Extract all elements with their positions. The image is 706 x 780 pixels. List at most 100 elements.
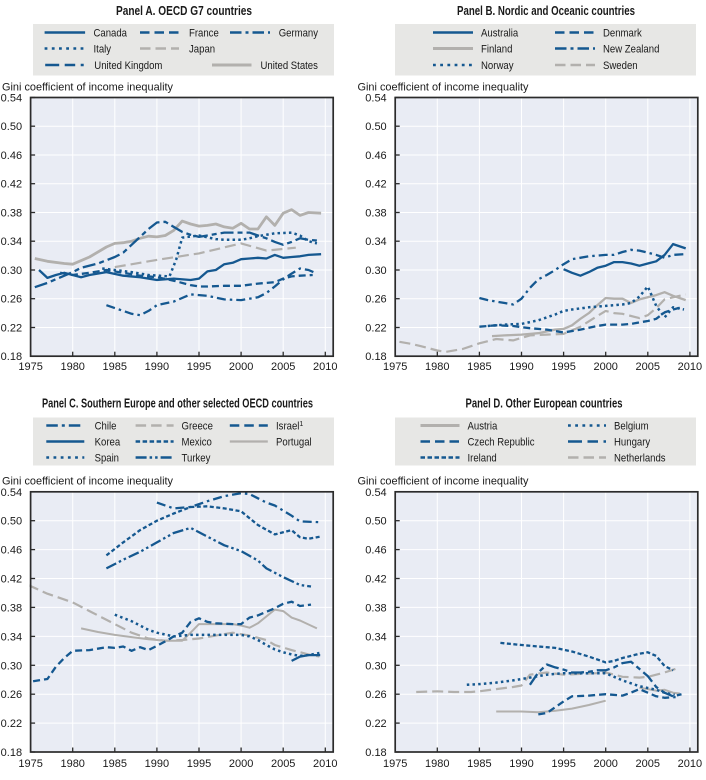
svg-text:United States: United States bbox=[261, 60, 319, 72]
svg-text:Germany: Germany bbox=[279, 27, 319, 39]
svg-text:Japan: Japan bbox=[189, 43, 215, 55]
svg-text:0.26: 0.26 bbox=[365, 689, 386, 701]
svg-text:0.42: 0.42 bbox=[365, 574, 386, 586]
svg-text:1990: 1990 bbox=[145, 361, 169, 373]
svg-text:1980: 1980 bbox=[425, 758, 449, 770]
svg-text:Gini coefficient of income ine: Gini coefficient of income inequality bbox=[2, 81, 173, 93]
svg-text:Czech Republic: Czech Republic bbox=[468, 436, 535, 448]
svg-text:1985: 1985 bbox=[467, 758, 491, 770]
svg-text:0.34: 0.34 bbox=[365, 236, 386, 248]
svg-text:0.54: 0.54 bbox=[365, 487, 386, 499]
svg-text:France: France bbox=[189, 27, 219, 39]
svg-text:0.22: 0.22 bbox=[1, 718, 22, 730]
svg-text:1975: 1975 bbox=[18, 361, 42, 373]
svg-text:Netherlands: Netherlands bbox=[614, 452, 666, 464]
svg-text:1990: 1990 bbox=[145, 758, 169, 770]
svg-text:0.46: 0.46 bbox=[365, 150, 386, 162]
svg-text:Greece: Greece bbox=[182, 420, 213, 432]
svg-text:0.42: 0.42 bbox=[1, 179, 22, 191]
svg-text:1985: 1985 bbox=[103, 361, 127, 373]
svg-text:2000: 2000 bbox=[593, 758, 617, 770]
svg-text:2005: 2005 bbox=[271, 361, 295, 373]
svg-text:2000: 2000 bbox=[229, 361, 253, 373]
svg-text:0.34: 0.34 bbox=[1, 236, 22, 248]
svg-text:1975: 1975 bbox=[383, 361, 407, 373]
svg-text:0.22: 0.22 bbox=[365, 718, 386, 730]
svg-text:1995: 1995 bbox=[551, 758, 575, 770]
svg-text:Panel D. Other European countr: Panel D. Other European countries bbox=[466, 396, 623, 410]
svg-text:0.54: 0.54 bbox=[1, 93, 22, 105]
svg-text:0.46: 0.46 bbox=[1, 150, 22, 162]
svg-text:0.38: 0.38 bbox=[1, 602, 22, 614]
svg-text:1995: 1995 bbox=[187, 758, 211, 770]
svg-text:2005: 2005 bbox=[636, 758, 660, 770]
svg-text:2010: 2010 bbox=[678, 758, 702, 770]
svg-text:1985: 1985 bbox=[103, 758, 127, 770]
svg-text:Mexico: Mexico bbox=[182, 436, 212, 448]
svg-text:0.50: 0.50 bbox=[1, 121, 22, 133]
svg-text:0.18: 0.18 bbox=[365, 351, 386, 363]
svg-text:2010: 2010 bbox=[313, 361, 337, 373]
svg-text:1980: 1980 bbox=[60, 758, 84, 770]
svg-text:0.22: 0.22 bbox=[365, 323, 386, 335]
svg-text:0.54: 0.54 bbox=[365, 93, 386, 105]
svg-text:Belgium: Belgium bbox=[614, 420, 649, 432]
svg-text:Panel A. OECD G7 countries: Panel A. OECD G7 countries bbox=[116, 4, 252, 18]
svg-text:2005: 2005 bbox=[271, 758, 295, 770]
svg-text:Gini coefficient of income ine: Gini coefficient of income inequality bbox=[358, 81, 529, 93]
svg-text:Hungary: Hungary bbox=[614, 436, 651, 448]
svg-text:Korea: Korea bbox=[95, 436, 121, 448]
svg-text:2010: 2010 bbox=[678, 361, 702, 373]
svg-text:0.42: 0.42 bbox=[365, 179, 386, 191]
svg-text:Denmark: Denmark bbox=[603, 27, 642, 39]
svg-text:1990: 1990 bbox=[509, 758, 533, 770]
svg-text:New Zealand: New Zealand bbox=[603, 43, 659, 55]
svg-text:Austria: Austria bbox=[468, 420, 499, 432]
svg-text:2005: 2005 bbox=[636, 361, 660, 373]
svg-text:Finland: Finland bbox=[481, 43, 512, 55]
svg-text:0.26: 0.26 bbox=[1, 689, 22, 701]
svg-text:0.18: 0.18 bbox=[365, 747, 386, 759]
svg-text:2000: 2000 bbox=[229, 758, 253, 770]
svg-text:0.22: 0.22 bbox=[1, 323, 22, 335]
svg-text:1975: 1975 bbox=[383, 758, 407, 770]
svg-text:0.50: 0.50 bbox=[365, 516, 386, 528]
svg-text:2010: 2010 bbox=[313, 758, 337, 770]
svg-text:1985: 1985 bbox=[467, 361, 491, 373]
svg-text:0.18: 0.18 bbox=[1, 351, 22, 363]
svg-text:0.38: 0.38 bbox=[365, 602, 386, 614]
svg-text:1990: 1990 bbox=[509, 361, 533, 373]
svg-text:Israel1: Israel1 bbox=[276, 420, 303, 432]
svg-text:1975: 1975 bbox=[18, 758, 42, 770]
svg-text:0.30: 0.30 bbox=[365, 265, 386, 277]
svg-text:Sweden: Sweden bbox=[603, 60, 638, 72]
svg-text:0.42: 0.42 bbox=[1, 574, 22, 586]
svg-text:0.30: 0.30 bbox=[1, 265, 22, 277]
svg-text:0.34: 0.34 bbox=[1, 631, 22, 643]
svg-text:Gini coefficient of income ine: Gini coefficient of income inequality bbox=[358, 476, 529, 488]
svg-text:0.26: 0.26 bbox=[1, 294, 22, 306]
svg-text:1980: 1980 bbox=[60, 361, 84, 373]
svg-text:1980: 1980 bbox=[425, 361, 449, 373]
svg-text:Ireland: Ireland bbox=[468, 452, 497, 464]
svg-text:1995: 1995 bbox=[187, 361, 211, 373]
svg-text:0.30: 0.30 bbox=[365, 660, 386, 672]
svg-text:0.34: 0.34 bbox=[365, 631, 386, 643]
svg-text:Norway: Norway bbox=[481, 60, 514, 72]
svg-text:0.26: 0.26 bbox=[365, 294, 386, 306]
svg-text:0.46: 0.46 bbox=[1, 545, 22, 557]
svg-text:Panel C. Southern Europe and o: Panel C. Southern Europe and other selec… bbox=[42, 396, 313, 410]
svg-text:United Kingdom: United Kingdom bbox=[94, 60, 162, 72]
svg-text:Gini coefficient of income ine: Gini coefficient of income inequality bbox=[2, 476, 173, 488]
svg-text:0.46: 0.46 bbox=[365, 545, 386, 557]
svg-text:0.54: 0.54 bbox=[1, 487, 22, 499]
svg-text:Italy: Italy bbox=[94, 43, 112, 55]
svg-text:Turkey: Turkey bbox=[182, 452, 211, 464]
svg-text:Chile: Chile bbox=[95, 420, 117, 432]
svg-text:2000: 2000 bbox=[593, 361, 617, 373]
svg-text:Panel B. Nordic and Oceanic co: Panel B. Nordic and Oceanic countries bbox=[457, 4, 635, 18]
svg-text:0.50: 0.50 bbox=[1, 516, 22, 528]
svg-text:Canada: Canada bbox=[94, 27, 128, 39]
svg-text:Australia: Australia bbox=[481, 27, 519, 39]
svg-text:Portugal: Portugal bbox=[276, 436, 312, 448]
